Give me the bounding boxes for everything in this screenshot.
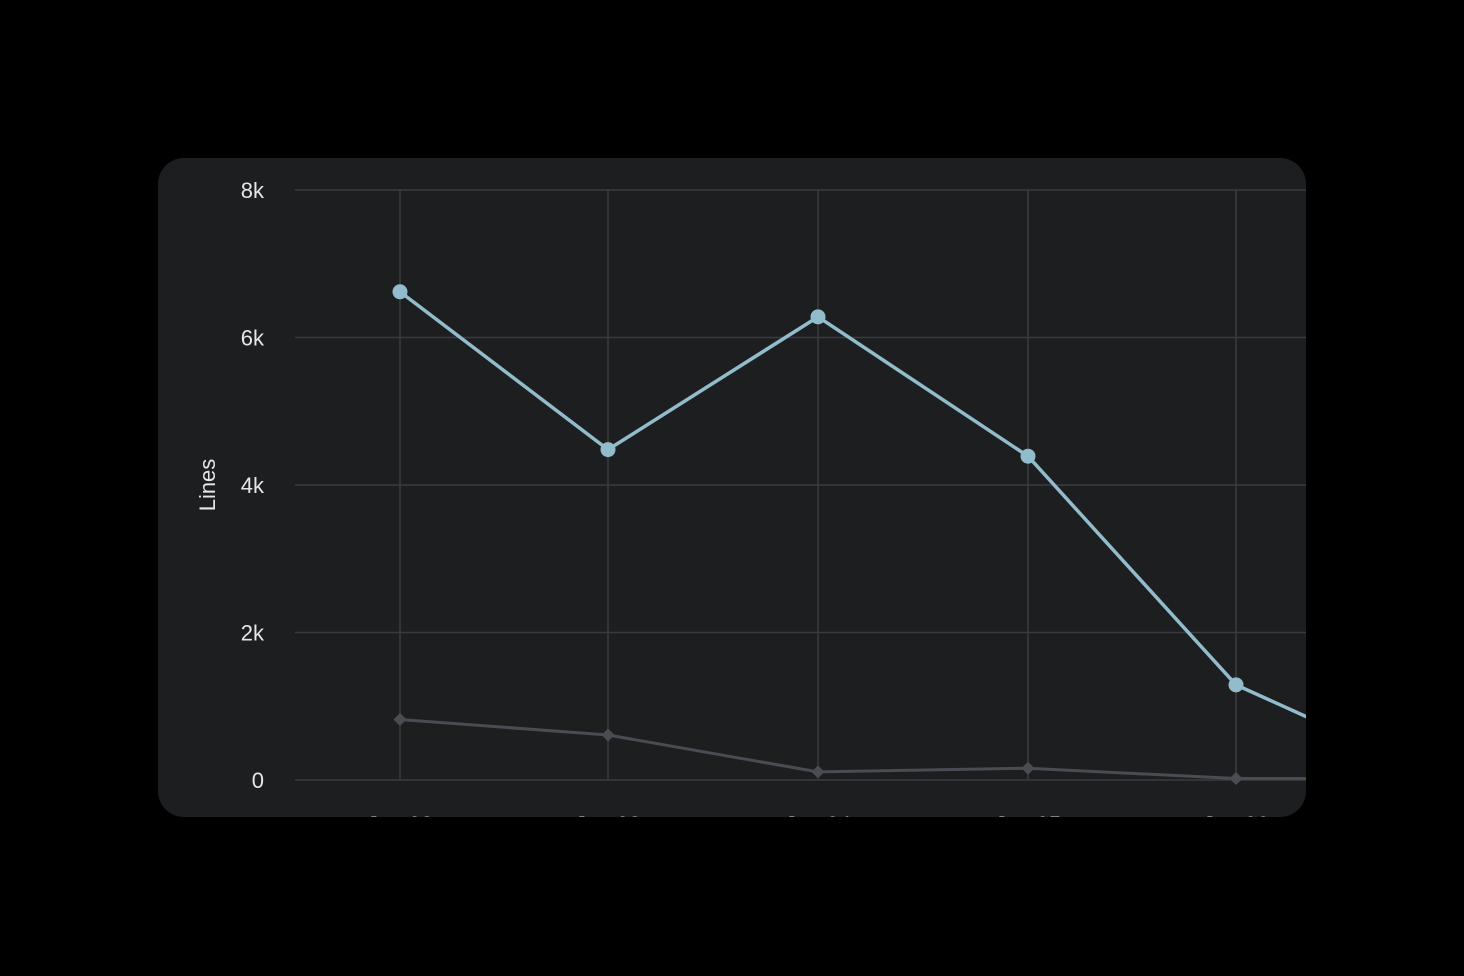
y-tick-label: 4k	[241, 473, 265, 498]
y-axis-title: Lines	[195, 459, 220, 512]
data-point[interactable]	[392, 284, 408, 300]
y-tick-label: 6k	[241, 326, 265, 351]
y-tick-label: 2k	[241, 621, 265, 646]
data-point[interactable]	[1229, 772, 1243, 786]
data-point[interactable]	[601, 728, 615, 742]
data-point[interactable]	[393, 713, 407, 727]
series-line	[398, 718, 1306, 781]
data-point[interactable]	[1021, 761, 1035, 775]
chart-card: 02k4k6k8kJan 02Jan 03Jan 04Jan 05Jan 06 …	[158, 158, 1306, 817]
series-markers[interactable]	[392, 284, 1244, 786]
series-line	[398, 290, 1306, 719]
data-point[interactable]	[1228, 677, 1244, 693]
grid-lines	[295, 189, 1306, 781]
x-tick-label: Jan 02	[367, 812, 433, 817]
axis-labels: 0 2k 4k 6k 8k Jan 02 Jan 03 Jan 04 Jan 05 Jan 06	[241, 178, 1269, 817]
data-point[interactable]	[810, 309, 826, 325]
x-tick-label: Jan 04	[785, 812, 851, 817]
y-tick-label: 8k	[241, 178, 265, 203]
y-tick-label: 0	[252, 768, 264, 793]
x-tick-label: Jan 03	[575, 812, 641, 817]
line-chart: 02k4k6k8kJan 02Jan 03Jan 04Jan 05Jan 06 …	[195, 178, 1306, 817]
x-tick-label: Jan 06	[1203, 812, 1269, 817]
series-lines	[398, 290, 1306, 781]
data-point[interactable]	[1020, 448, 1036, 464]
data-point[interactable]	[600, 442, 616, 458]
data-point[interactable]	[811, 765, 825, 779]
x-tick-label: Jan 05	[995, 812, 1061, 817]
